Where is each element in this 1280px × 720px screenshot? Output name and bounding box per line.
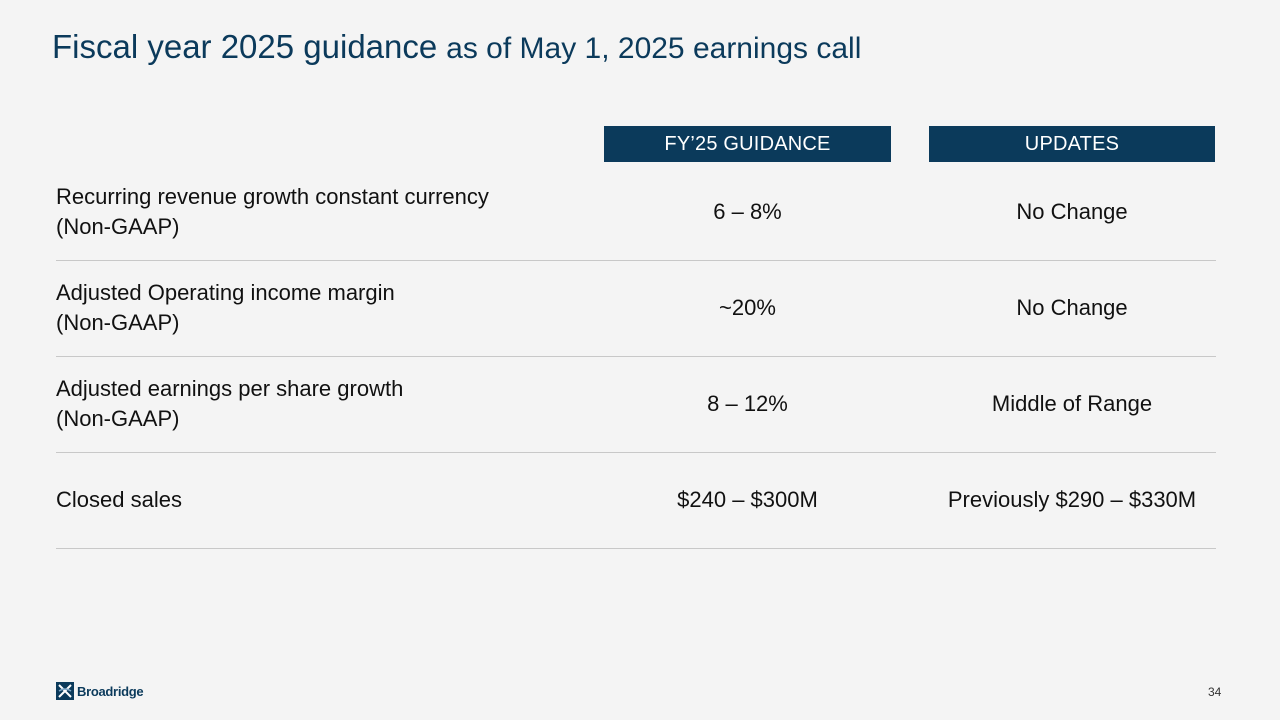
broadridge-logo-mark-icon	[56, 682, 74, 700]
column-header-guidance: FY’25 GUIDANCE	[604, 126, 891, 162]
logo-text: Broadridge	[77, 683, 144, 699]
metric-qualifier: (Non-GAAP)	[56, 310, 180, 335]
column-header-updates: UPDATES	[929, 126, 1215, 162]
table-row: Adjusted Operating income margin (Non-GA…	[56, 260, 1216, 357]
page-title-sub: as of May 1, 2025 earnings call	[446, 32, 862, 65]
broadridge-logo: Broadridge	[56, 682, 144, 700]
metric-cell: Adjusted earnings per share growth (Non-…	[56, 356, 576, 452]
metric-cell: Adjusted Operating income margin (Non-GA…	[56, 260, 576, 356]
update-value: Middle of Range	[991, 391, 1153, 416]
metric-qualifier: (Non-GAAP)	[56, 406, 180, 431]
update-value: No Change	[1016, 295, 1128, 320]
metric-label: Adjusted Operating income margin	[56, 280, 395, 305]
page-title: Fiscal year 2025 guidance as of May 1, 2…	[52, 28, 861, 66]
page-number: 34	[1208, 685, 1222, 699]
metric-label: Closed sales	[56, 487, 182, 512]
guidance-value: 8 – 12%	[707, 391, 788, 416]
metric-label: Recurring revenue growth constant curren…	[56, 184, 489, 209]
table-row: Recurring revenue growth constant curren…	[56, 164, 1216, 261]
guidance-value: $240 – $300M	[677, 487, 818, 512]
table-row: Adjusted earnings per share growth (Non-…	[56, 356, 1216, 453]
update-value: Previously $290 – $330M	[947, 487, 1197, 512]
page-title-main: Fiscal year 2025 guidance	[52, 28, 438, 65]
table-row: Closed sales $240 – $300M Previously $29…	[56, 452, 1216, 549]
metric-label: Adjusted earnings per share growth	[56, 376, 404, 401]
guidance-value: ~20%	[719, 295, 776, 320]
metric-cell: Closed sales	[56, 452, 576, 548]
metric-cell: Recurring revenue growth constant curren…	[56, 164, 576, 260]
metric-qualifier: (Non-GAAP)	[56, 214, 180, 239]
update-value: No Change	[1016, 199, 1128, 224]
guidance-value: 6 – 8%	[713, 199, 782, 224]
